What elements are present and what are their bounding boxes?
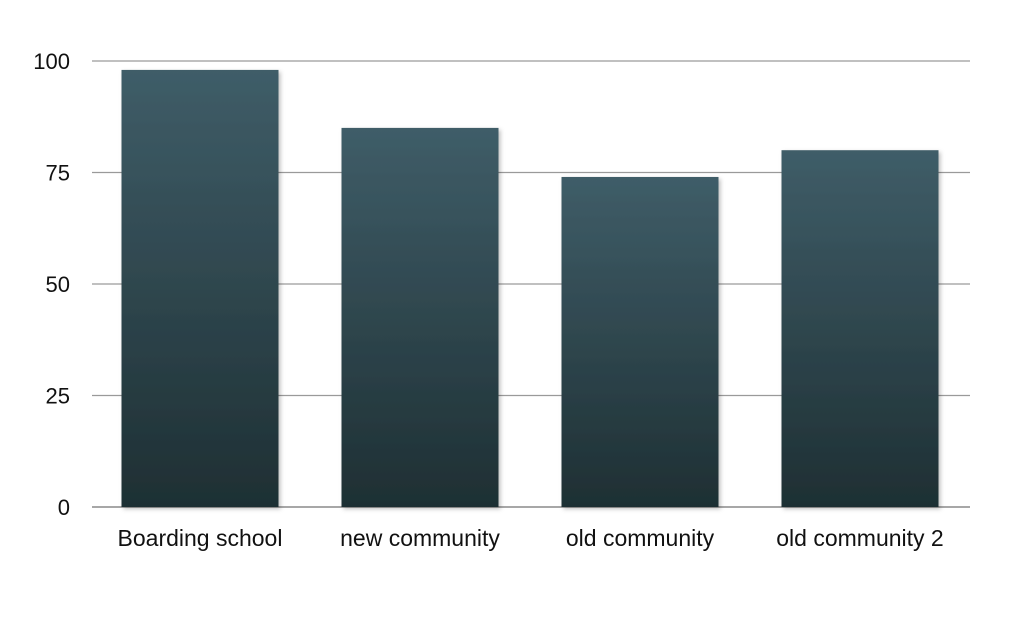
bar-old-community-2 — [781, 150, 939, 507]
bar-boarding-school — [121, 69, 279, 508]
x-axis-category-labels: Boarding school new community old communit… — [118, 525, 944, 551]
bar-old-community — [561, 176, 719, 507]
x-category-label: Boarding school — [118, 525, 283, 551]
x-category-label: old community — [566, 525, 715, 551]
x-category-label: old community 2 — [776, 525, 943, 551]
y-axis-tick-labels: 0 25 50 75 100 — [33, 49, 70, 520]
y-tick-label: 0 — [58, 495, 70, 520]
y-tick-label: 100 — [33, 49, 70, 74]
y-tick-label: 75 — [46, 161, 70, 186]
x-category-label: new community — [340, 525, 500, 551]
y-tick-label: 25 — [46, 384, 70, 409]
y-tick-label: 50 — [46, 272, 70, 297]
bar-new-community — [341, 127, 499, 508]
bars — [121, 69, 939, 508]
